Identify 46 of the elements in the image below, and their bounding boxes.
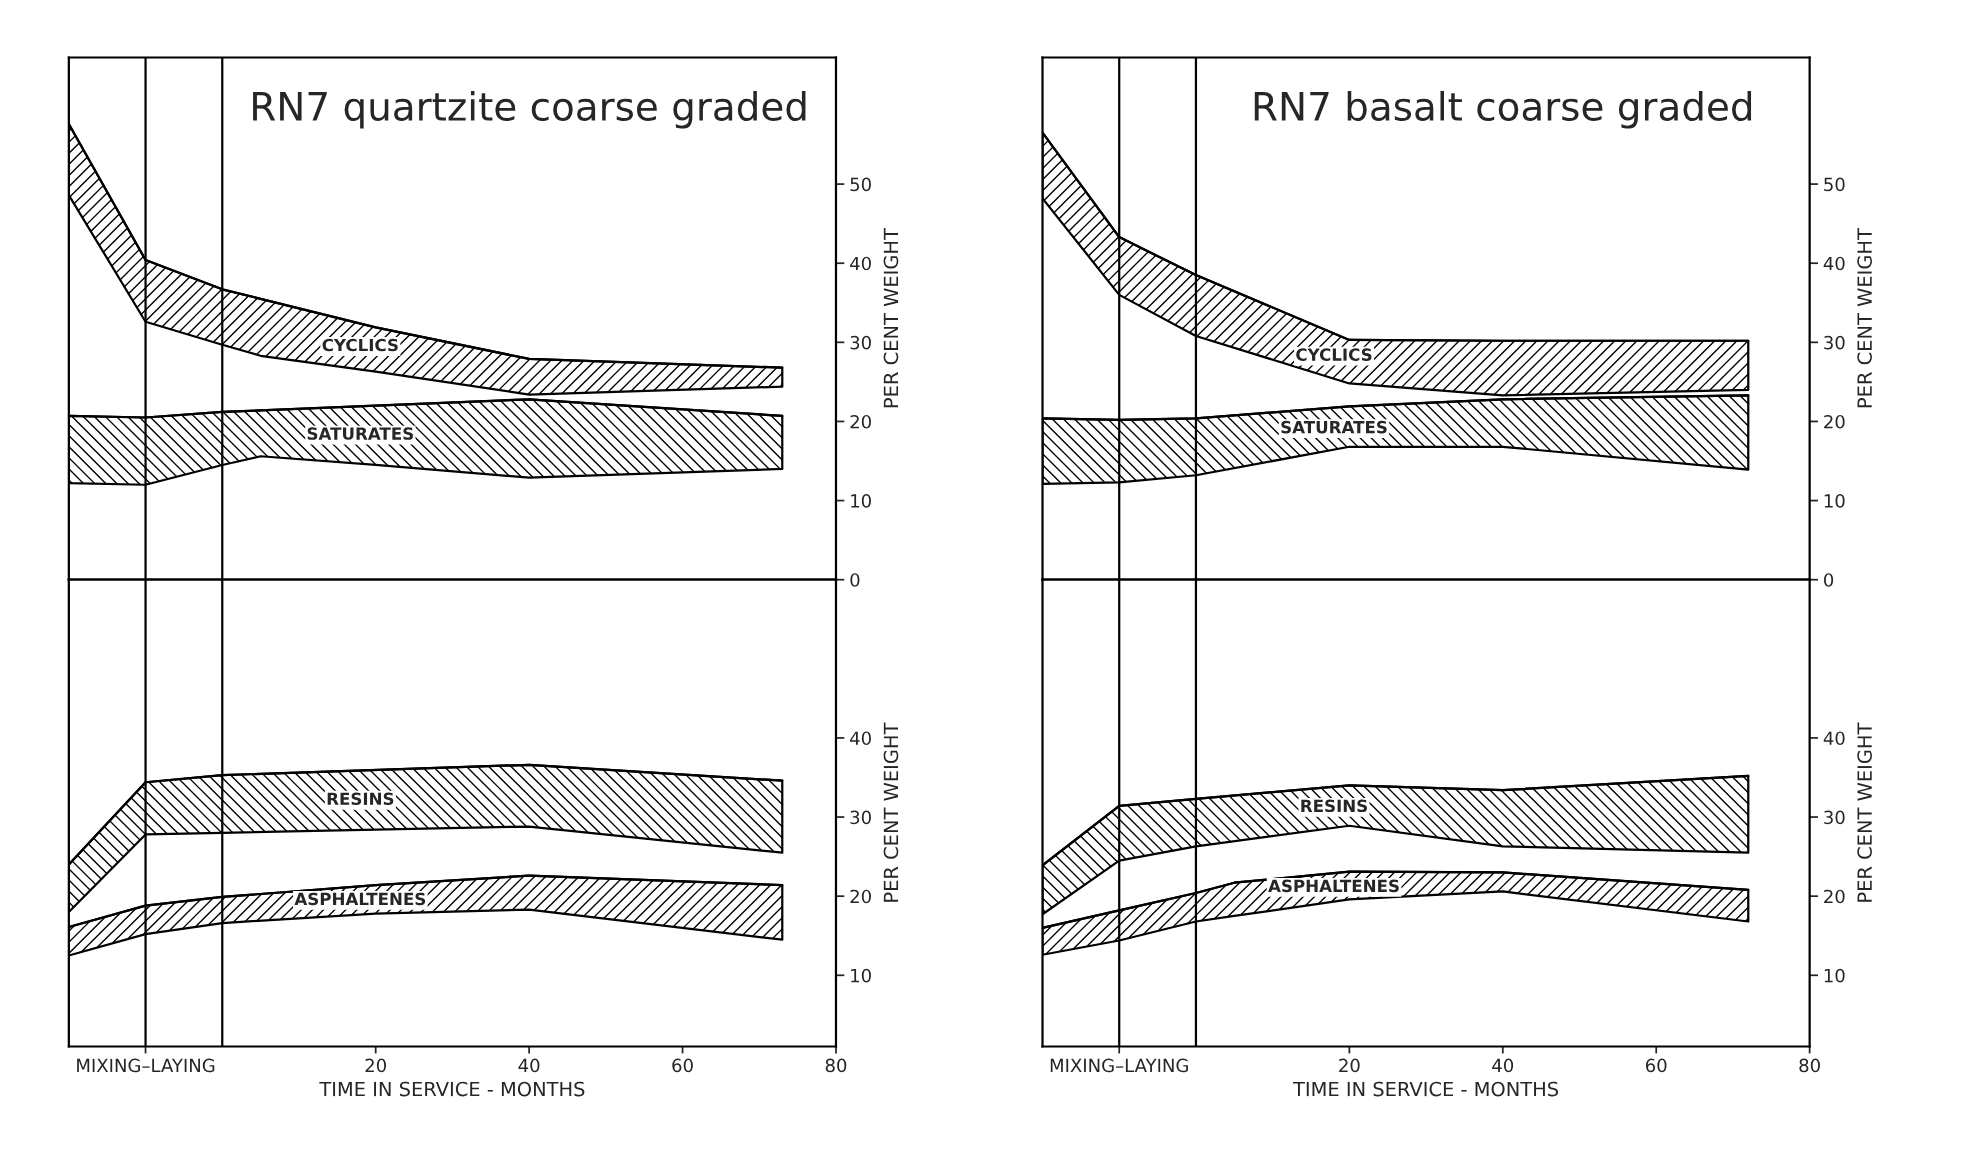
y-tick-label: 40 <box>850 256 871 271</box>
text: RN7 basalt coarse graded <box>1254 90 1752 129</box>
y-tick-label: 30 <box>1824 810 1845 825</box>
y-tick-label: 10 <box>1824 968 1845 983</box>
y-tick-label: 10 <box>1824 494 1845 508</box>
x-tick-label: 60 <box>672 1058 693 1073</box>
series-label: ASPHALTENES <box>1268 879 1399 893</box>
y-tick-label: 0 <box>1824 573 1834 587</box>
x-tick-label: 20 <box>365 1058 386 1073</box>
series-label: RESINS <box>327 792 394 806</box>
y-tick-label: 0 <box>850 573 860 587</box>
series-label: SATURATES <box>1281 420 1387 434</box>
x-tick-label: 40 <box>518 1058 540 1073</box>
y-tick-label: 20 <box>850 889 871 904</box>
x-axis-title: TIME IN SERVICE - MONTHS <box>1292 1081 1559 1097</box>
y-tick-label: 20 <box>1824 889 1845 904</box>
y-axis-title: PER CENT WEIGHT <box>1857 722 1872 902</box>
text: RN7 quartzite coarse graded <box>253 90 806 129</box>
y-axis-title: PER CENT WEIGHT <box>883 228 899 408</box>
y-tick-label: 50 <box>850 177 871 192</box>
y-tick-label: 40 <box>1823 731 1845 746</box>
y-tick-label: 10 <box>851 494 871 508</box>
y-tick-label: 20 <box>850 414 871 429</box>
y-axis-title: PER CENT WEIGHT <box>1857 228 1872 408</box>
x-tick-label: MIXING–LAYING <box>1050 1058 1188 1073</box>
series-label: RESINS <box>1301 799 1367 813</box>
x-tick-label: 40 <box>1492 1058 1514 1073</box>
x-axis-title: TIME IN SERVICE - MONTHS <box>319 1081 585 1097</box>
series-label: SATURATES <box>307 427 413 440</box>
y-tick-label: 10 <box>851 968 871 983</box>
x-tick-label: 60 <box>1645 1058 1667 1073</box>
y-tick-label: 20 <box>1824 414 1845 429</box>
y-tick-label: 50 <box>1824 177 1845 192</box>
y-tick-label: 30 <box>850 810 871 825</box>
y-tick-label: 40 <box>850 731 871 746</box>
y-tick-label: 40 <box>1823 256 1845 271</box>
x-tick-label: 80 <box>825 1058 847 1073</box>
y-tick-label: 30 <box>1824 335 1845 350</box>
x-tick-label: 80 <box>1799 1058 1820 1073</box>
series-label: CYCLICS <box>1296 348 1372 361</box>
series-label: CYCLICS <box>322 338 398 352</box>
x-tick-label: 20 <box>1339 1058 1360 1073</box>
x-tick-label: MIXING–LAYING <box>77 1058 215 1073</box>
y-tick-label: 30 <box>850 335 871 350</box>
series-label: ASPHALTENES <box>294 892 426 906</box>
y-axis-title: PER CENT WEIGHT <box>883 722 899 902</box>
